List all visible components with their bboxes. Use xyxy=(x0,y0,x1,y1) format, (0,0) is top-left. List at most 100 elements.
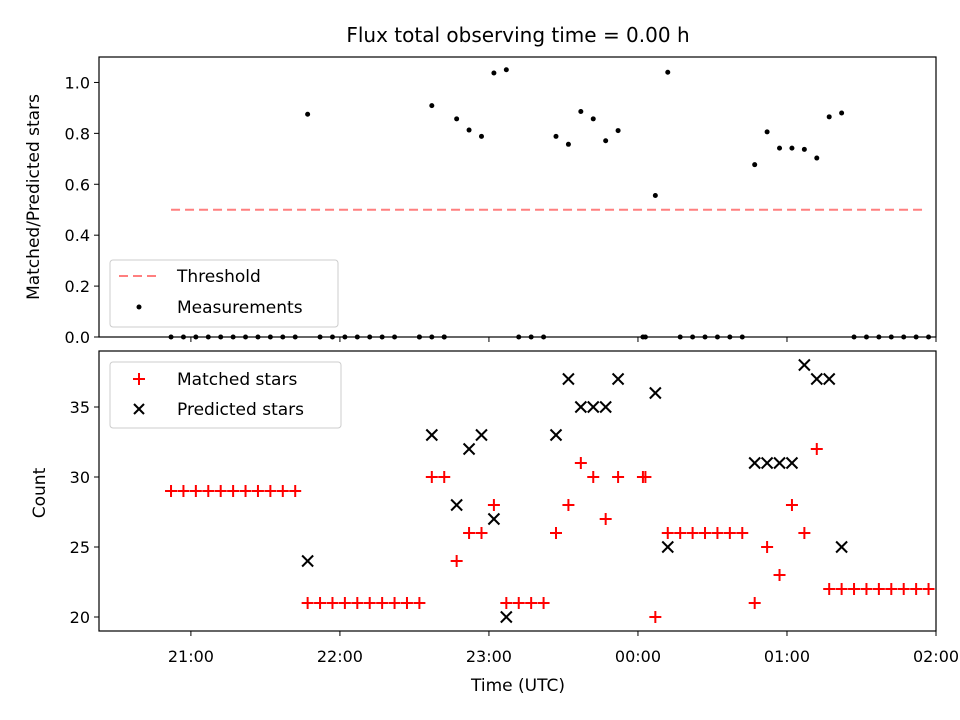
matched-star-point xyxy=(835,583,848,595)
measurement-point xyxy=(168,334,174,340)
legend-measurement-label: Measurements xyxy=(177,298,303,318)
top-y-tick-label: 0.2 xyxy=(65,277,90,296)
matched-star-point xyxy=(251,485,264,497)
measurement-point xyxy=(528,334,534,340)
matched-star-point xyxy=(177,485,190,497)
measurement-point xyxy=(354,334,360,340)
matched-star-point xyxy=(314,597,327,609)
matched-star-point xyxy=(897,583,910,595)
measurement-point xyxy=(267,334,273,340)
top-panel: 0.0 0.2 0.4 0.6 0.8 1.0 Matched/Predicted sta… xyxy=(24,56,937,347)
matched-star-point xyxy=(562,499,575,511)
measurement-point xyxy=(441,334,447,340)
measurement-point xyxy=(367,334,373,340)
predicted-star-point xyxy=(835,540,848,554)
matched-star-point xyxy=(425,471,438,483)
matched-star-point xyxy=(699,527,712,539)
top-y-tick-label: 1.0 xyxy=(65,73,90,92)
predicted-star-point xyxy=(661,540,674,554)
matched-star-point xyxy=(413,597,426,609)
matched-star-point xyxy=(264,485,277,497)
measurement-point xyxy=(727,334,733,340)
bottom-y-tick-label: 20 xyxy=(70,608,90,627)
measurement-point xyxy=(888,334,894,340)
matched-star-point xyxy=(438,471,451,483)
measurement-point xyxy=(652,192,658,198)
measurement-point xyxy=(392,334,398,340)
matched-star-point xyxy=(823,583,836,595)
matched-star-point xyxy=(810,443,823,455)
predicted-star-point xyxy=(574,400,588,414)
measurement-point xyxy=(516,334,522,340)
predicted-star-point xyxy=(760,456,774,470)
x-tick-label: 01:00 xyxy=(764,647,810,666)
measurement-point xyxy=(379,334,385,340)
measurement-point xyxy=(789,145,795,151)
matched-star-point xyxy=(363,597,376,609)
measurement-point xyxy=(491,70,497,76)
matched-star-point xyxy=(711,527,724,539)
matched-star-point xyxy=(202,485,215,497)
predicted-star-point xyxy=(798,358,811,372)
matched-star-point xyxy=(388,597,401,609)
measurement-point xyxy=(243,334,249,340)
predicted-star-point xyxy=(611,372,625,386)
legend-matched-swatch xyxy=(133,373,145,385)
top-x-axis xyxy=(190,337,937,342)
measurement-point xyxy=(901,334,907,340)
matched-star-point xyxy=(549,527,562,539)
measurement-point xyxy=(642,334,648,340)
measurement-point xyxy=(180,334,186,340)
top-legend-box xyxy=(109,259,339,328)
bottom-y-axis: 20 25 30 35 xyxy=(70,398,99,627)
measurement-points xyxy=(168,67,932,340)
matched-star-point xyxy=(239,485,252,497)
matched-star-point xyxy=(872,583,885,595)
matched-star-point xyxy=(773,569,786,581)
bottom-legend: Matched stars Predicted stars xyxy=(109,361,342,429)
measurement-point xyxy=(454,116,460,122)
matched-star-point xyxy=(475,527,488,539)
bottom-y-tick-label: 30 xyxy=(70,468,90,487)
legend-predicted-label: Predicted stars xyxy=(177,400,304,420)
measurement-point xyxy=(702,334,708,340)
measurement-point xyxy=(752,162,758,168)
matched-star-point xyxy=(910,583,923,595)
measurement-point xyxy=(714,334,720,340)
measurement-point xyxy=(292,334,298,340)
measurement-point xyxy=(926,334,932,340)
predicted-star-point xyxy=(425,428,439,442)
matched-star-point xyxy=(214,485,227,497)
matched-star-points xyxy=(165,443,935,623)
matched-star-point xyxy=(761,541,774,553)
predicted-star-point xyxy=(500,610,513,624)
legend-matched-label: Matched stars xyxy=(177,370,297,390)
x-tick-label: 22:00 xyxy=(317,647,363,666)
matched-star-point xyxy=(276,485,289,497)
matched-star-point xyxy=(487,499,500,511)
matched-star-point xyxy=(227,485,240,497)
measurement-point xyxy=(205,334,211,340)
matched-star-point xyxy=(165,485,178,497)
matched-star-point xyxy=(587,471,600,483)
legend-threshold-label: Threshold xyxy=(176,267,261,287)
measurement-point xyxy=(665,69,671,75)
x-tick-label: 02:00 xyxy=(913,647,959,666)
top-y-tick-label: 0.8 xyxy=(65,124,90,143)
top-y-axis: 0.0 0.2 0.4 0.6 0.8 1.0 xyxy=(65,73,99,347)
measurement-point xyxy=(590,116,596,122)
x-tick-label: 21:00 xyxy=(168,647,214,666)
matched-star-point xyxy=(661,527,674,539)
legend-predicted-swatch xyxy=(133,403,145,415)
matched-star-point xyxy=(922,583,935,595)
matched-star-point xyxy=(463,527,476,539)
matched-star-point xyxy=(500,597,513,609)
matched-star-point xyxy=(301,597,314,609)
measurement-point xyxy=(230,334,236,340)
x-axis-label: Time (UTC) xyxy=(470,676,565,696)
predicted-star-point xyxy=(599,400,612,414)
matched-star-point xyxy=(338,597,351,609)
measurement-point xyxy=(193,334,199,340)
matched-star-point xyxy=(686,527,699,539)
measurement-point xyxy=(839,110,845,116)
